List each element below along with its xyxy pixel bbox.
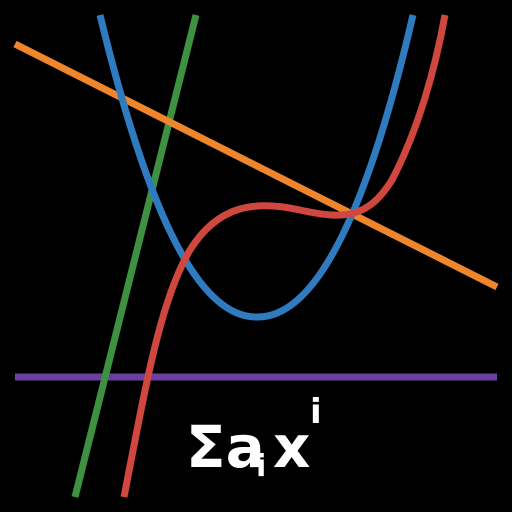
polynomial-formula: Σa i x i [186, 392, 322, 484]
linear-polynomial-line-orange [13, 40, 499, 291]
formula-subscript: i [256, 449, 266, 484]
cubic-polynomial-curve [120, 14, 449, 498]
quadratic-polynomial-curve [96, 14, 417, 321]
formula-sum-symbol: Σa [186, 413, 265, 481]
formula-superscript: i [310, 392, 322, 432]
formula-base-variable: x [273, 413, 310, 481]
linear-polynomial-line-green [71, 14, 200, 498]
